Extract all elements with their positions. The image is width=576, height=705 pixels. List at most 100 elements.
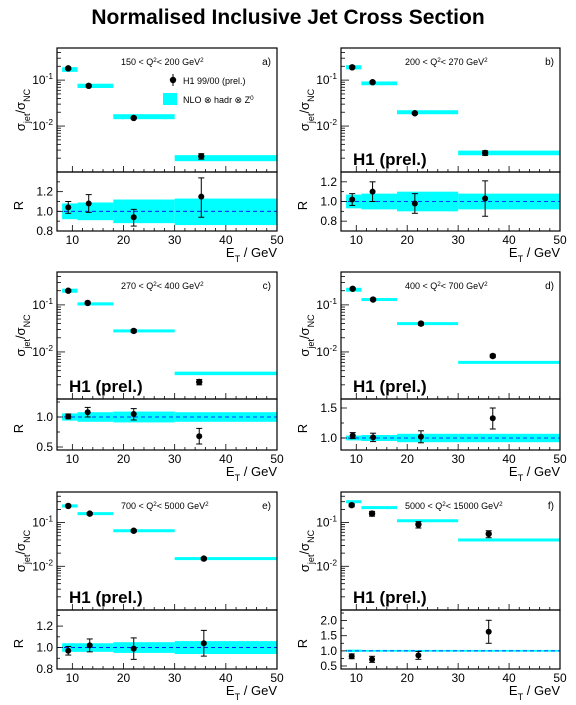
x-tick-label: 30 xyxy=(168,671,182,685)
ratio-point xyxy=(348,653,355,660)
ratio-point xyxy=(369,188,376,195)
data-point xyxy=(369,296,377,303)
r-axis-label: R xyxy=(11,201,26,210)
panel-letter: e) xyxy=(262,501,271,512)
data-point xyxy=(65,502,72,510)
legend-data-marker xyxy=(169,76,177,84)
ratio-point xyxy=(198,193,205,200)
y-axis-label: σjet/σNC xyxy=(13,529,32,572)
ratio-point xyxy=(370,434,377,441)
r-tick-label: 1.0 xyxy=(36,410,53,424)
r-tick-label: 0.8 xyxy=(36,662,53,676)
nlo-band xyxy=(113,114,175,120)
panel-letter: c) xyxy=(263,281,271,292)
ratio-point xyxy=(482,195,489,202)
h1-prelim-label: H1 (prel.) xyxy=(69,588,143,607)
ratio-point xyxy=(65,647,72,654)
x-tick-label: 10 xyxy=(66,233,80,247)
y-tick-label: 10-2 xyxy=(32,117,53,133)
ratio-point xyxy=(417,433,424,440)
nlo-band xyxy=(361,298,398,302)
h1-prelim-label: H1 (prel.) xyxy=(353,588,427,607)
nlo-band xyxy=(113,329,175,333)
h1-prelim-label: H1 (prel.) xyxy=(353,377,427,396)
x-axis-label: ET / GeV xyxy=(226,683,277,702)
data-point xyxy=(86,510,93,517)
r-tick-label: 1.5 xyxy=(320,629,337,643)
y-tick-label: 10-2 xyxy=(316,557,337,573)
x-tick-label: 40 xyxy=(219,452,233,466)
ratio-point xyxy=(485,628,492,635)
ratio-point xyxy=(411,200,418,207)
r-tick-label: 1.2 xyxy=(36,185,53,199)
data-point xyxy=(84,299,91,307)
ratio-point xyxy=(130,411,137,417)
data-point xyxy=(411,110,419,117)
x-tick-label: 30 xyxy=(451,452,465,466)
r-axis-label: R xyxy=(11,424,26,433)
y-axis-label: σjet/σNC xyxy=(297,88,316,131)
x-tick-label: 30 xyxy=(168,452,182,466)
ratio-point xyxy=(415,652,422,659)
x-axis-label: ET / GeV xyxy=(509,464,560,483)
ratio-point xyxy=(130,214,137,221)
q2-range-label: 150 < Q2< 200 GeV2 xyxy=(121,57,204,68)
nlo-band xyxy=(174,557,277,561)
y-axis-label: σjet/σNC xyxy=(297,314,316,357)
r-tick-label: 1.0 xyxy=(320,431,337,445)
q2-range-label: 200 < Q2< 270 GeV2 xyxy=(405,57,488,68)
nlo-band xyxy=(77,83,114,88)
data-point xyxy=(65,65,72,72)
data-point xyxy=(369,79,376,86)
bottom-frame xyxy=(340,398,561,451)
legend-nlo-label: NLO ⊗ hadr ⊗ Z0 xyxy=(183,95,254,106)
bottom-frame xyxy=(56,609,278,670)
h1-prelim-label: H1 (prel.) xyxy=(353,150,427,169)
x-tick-label: 40 xyxy=(502,233,516,247)
x-tick-label: 20 xyxy=(117,671,131,685)
x-tick-label: 10 xyxy=(350,671,364,685)
legend-nlo-swatch xyxy=(163,93,177,105)
nlo-band xyxy=(346,500,362,504)
data-point xyxy=(348,501,355,509)
x-tick-label: 20 xyxy=(401,452,415,466)
bottom-frame xyxy=(340,609,561,670)
y-tick-label: 10-2 xyxy=(316,117,337,133)
y-tick-label: 10-1 xyxy=(32,514,53,530)
x-tick-label: 10 xyxy=(66,452,80,466)
data-point xyxy=(349,285,356,292)
ratio-point xyxy=(349,196,356,203)
x-tick-label: 50 xyxy=(553,233,567,247)
x-axis-label: ET / GeV xyxy=(509,683,560,702)
r-tick-label: 0.5 xyxy=(36,440,53,454)
ratio-point xyxy=(85,200,92,207)
data-point xyxy=(489,352,496,360)
ratio-point xyxy=(86,642,93,649)
x-tick-label: 50 xyxy=(270,452,284,466)
nlo-band xyxy=(458,360,560,364)
ratio-point xyxy=(369,656,376,663)
figure-title: Normalised Inclusive Jet Cross Section xyxy=(91,6,485,29)
ratio-band xyxy=(174,198,277,226)
data-point xyxy=(130,527,137,534)
r-tick-label: 1.0 xyxy=(36,204,53,218)
x-tick-label: 30 xyxy=(451,671,465,685)
panel-letter: a) xyxy=(262,57,271,68)
nlo-band xyxy=(397,519,459,523)
ratio-point xyxy=(200,640,207,647)
x-tick-label: 10 xyxy=(350,452,364,466)
data-point xyxy=(368,510,376,517)
q2-range-label: 270 < Q2< 400 GeV2 xyxy=(121,281,204,292)
x-tick-label: 30 xyxy=(168,233,182,247)
r-axis-label: R xyxy=(295,639,310,648)
x-tick-label: 30 xyxy=(451,233,465,247)
nlo-band xyxy=(458,150,560,156)
y-axis-label: σjet/σNC xyxy=(13,314,32,357)
ratio-point xyxy=(65,413,72,420)
q2-range-label: 400 < Q2< 700 GeV2 xyxy=(405,281,488,292)
